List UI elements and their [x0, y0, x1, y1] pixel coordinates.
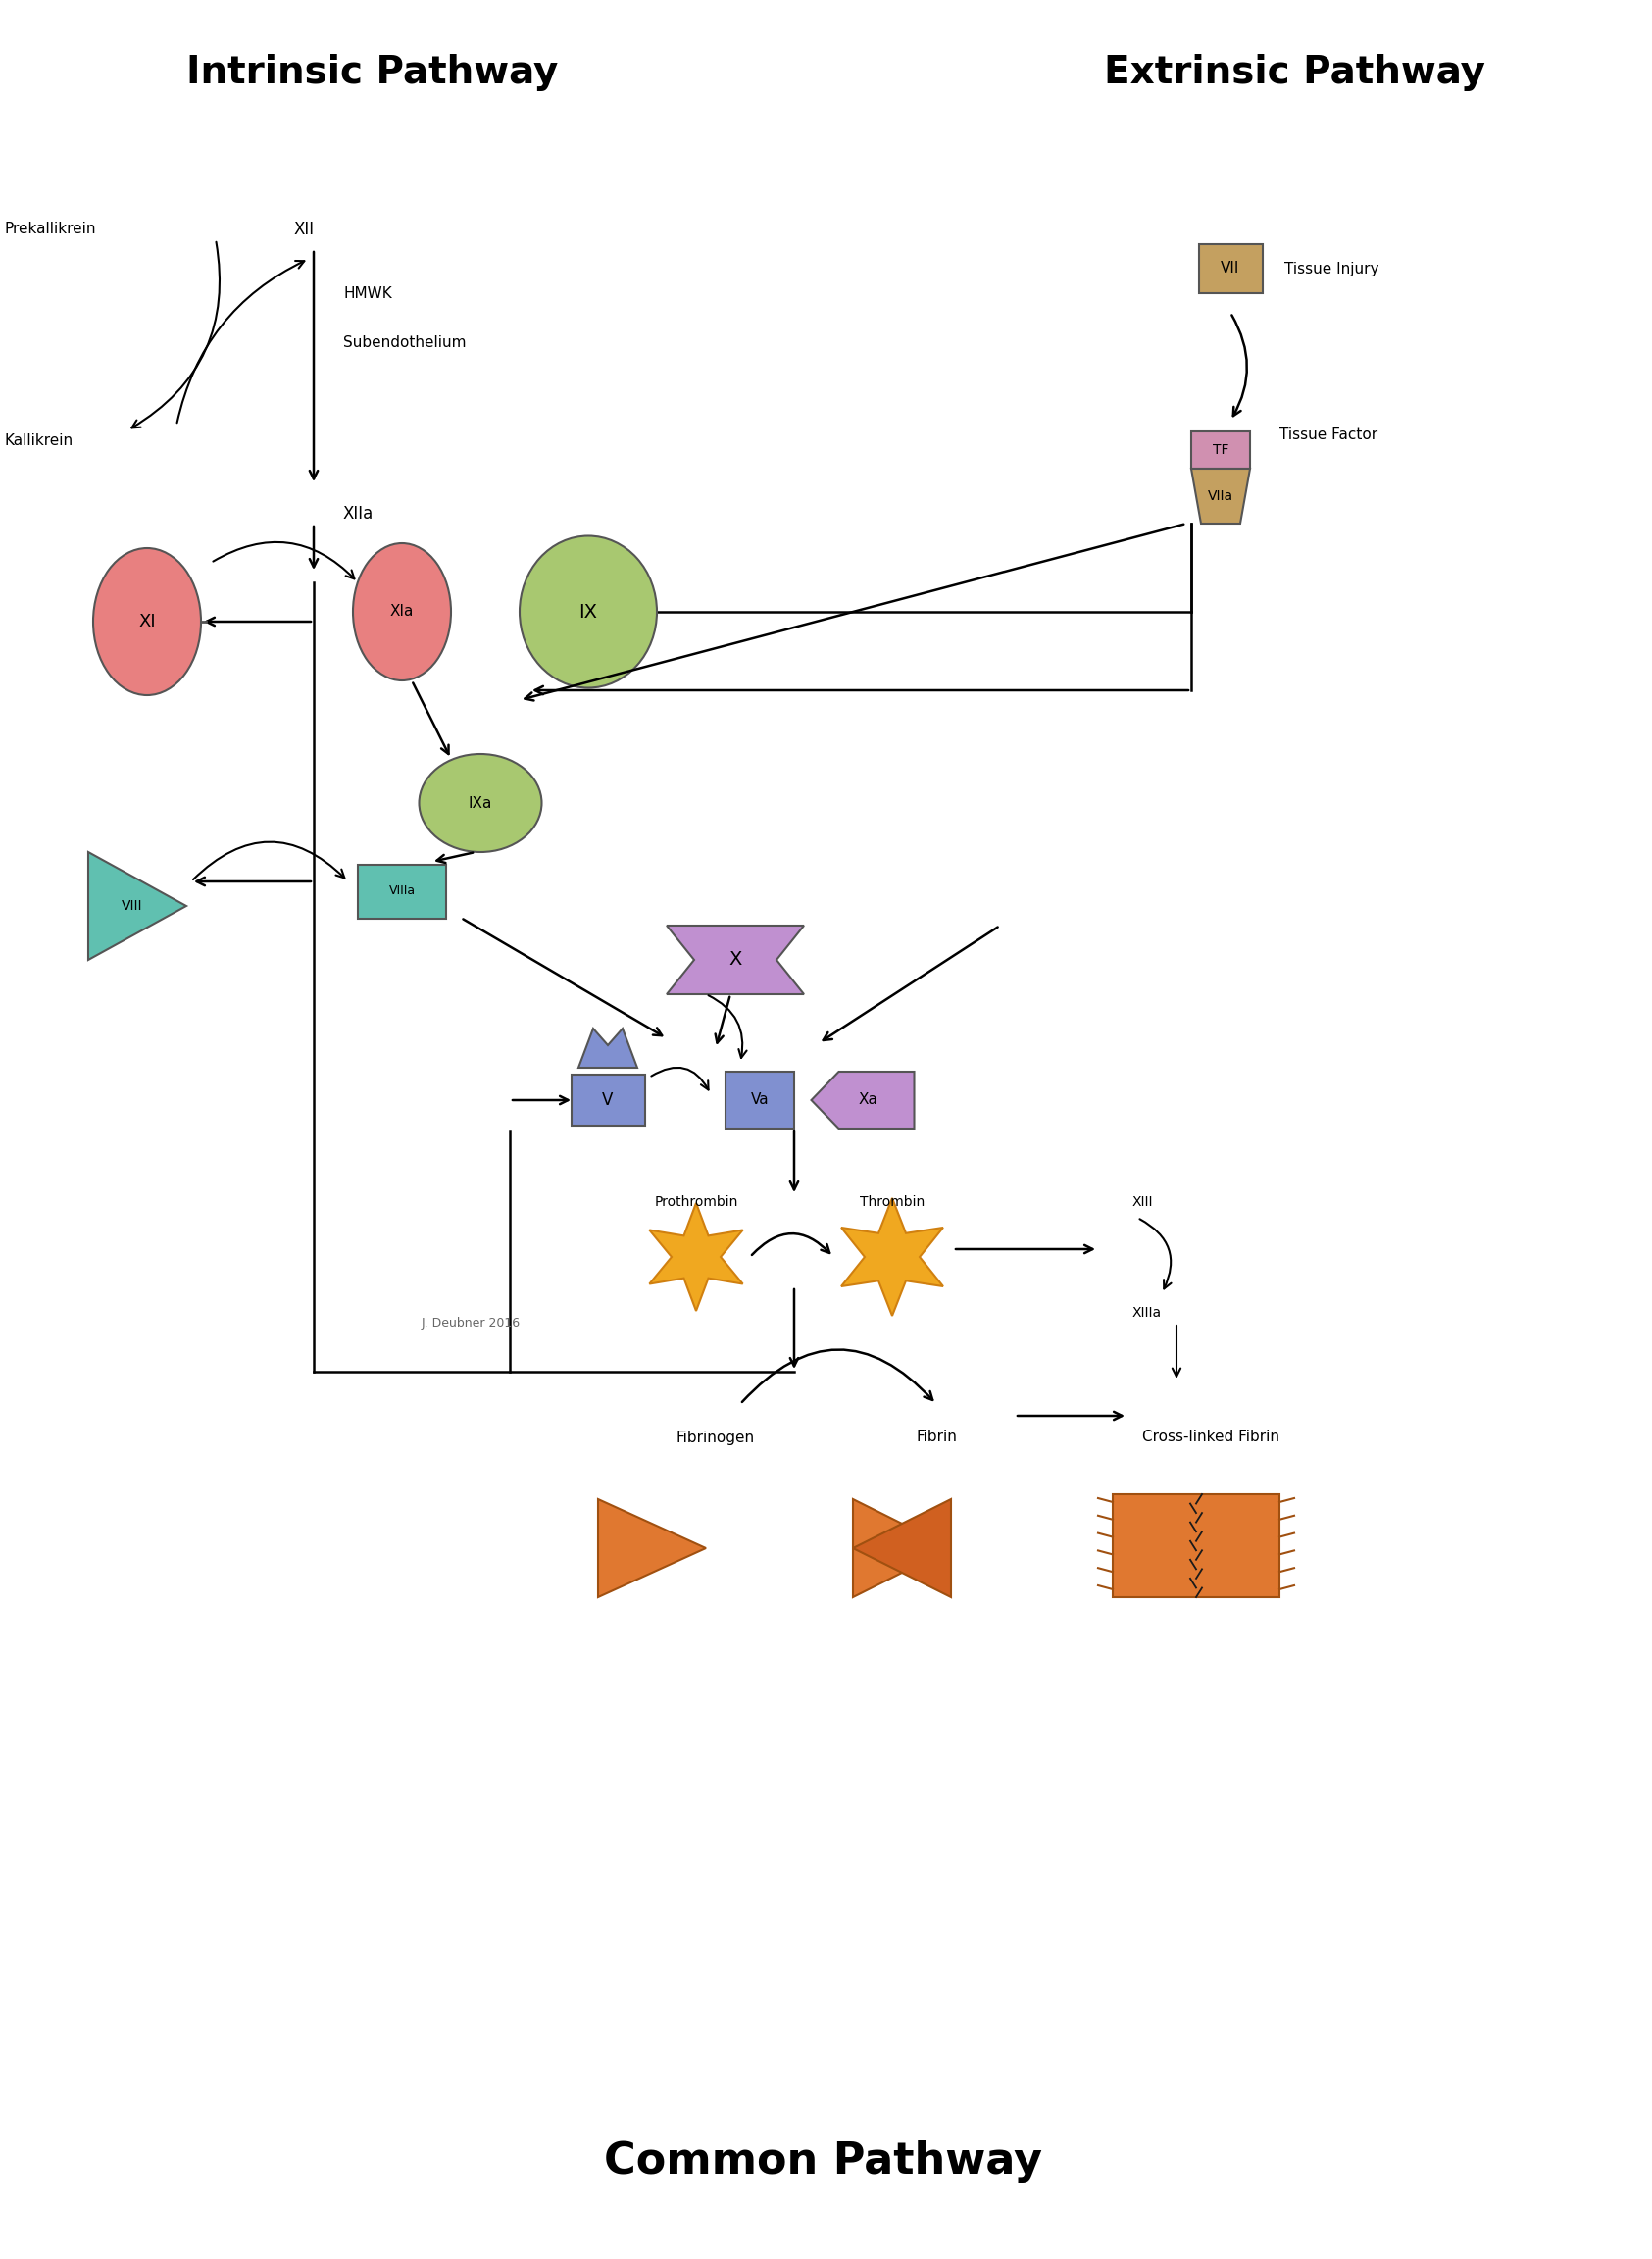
Ellipse shape — [520, 535, 657, 687]
Polygon shape — [1191, 468, 1251, 524]
Text: Common Pathway: Common Pathway — [605, 2139, 1042, 2182]
Polygon shape — [852, 1500, 952, 1597]
Text: Tissue Factor: Tissue Factor — [1279, 427, 1378, 443]
Polygon shape — [598, 1500, 705, 1597]
Text: J. Deubner 2016: J. Deubner 2016 — [421, 1317, 520, 1328]
Ellipse shape — [354, 542, 451, 680]
Text: Subendothelium: Subendothelium — [344, 334, 466, 350]
Polygon shape — [811, 1071, 914, 1130]
Text: Cross-linked Fibrin: Cross-linked Fibrin — [1142, 1430, 1279, 1446]
Text: VII: VII — [1221, 262, 1241, 276]
Text: HMWK: HMWK — [344, 287, 392, 300]
FancyBboxPatch shape — [1191, 431, 1251, 468]
Text: XIII: XIII — [1132, 1195, 1153, 1209]
Text: Fibrinogen: Fibrinogen — [676, 1430, 755, 1446]
Text: IX: IX — [578, 603, 598, 621]
Text: Intrinsic Pathway: Intrinsic Pathway — [187, 54, 558, 90]
Text: Fibrin: Fibrin — [915, 1430, 957, 1446]
Text: V: V — [603, 1091, 613, 1109]
Text: XI: XI — [139, 612, 155, 630]
Polygon shape — [852, 1500, 952, 1597]
Text: Prothrombin: Prothrombin — [654, 1195, 738, 1209]
FancyBboxPatch shape — [725, 1071, 795, 1130]
Text: Prekallikrein: Prekallikrein — [5, 221, 96, 237]
Text: X: X — [729, 951, 742, 969]
Text: XIIa: XIIa — [344, 506, 373, 522]
FancyBboxPatch shape — [358, 865, 446, 917]
Polygon shape — [841, 1197, 943, 1315]
Text: Thrombin: Thrombin — [859, 1195, 925, 1209]
Text: IXa: IXa — [469, 795, 492, 811]
Text: VIIa: VIIa — [1208, 490, 1234, 504]
Text: VIIIa: VIIIa — [388, 886, 415, 897]
Ellipse shape — [93, 549, 202, 696]
Polygon shape — [578, 1028, 638, 1069]
Ellipse shape — [420, 755, 542, 852]
Text: VIII: VIII — [122, 899, 142, 913]
Polygon shape — [88, 852, 187, 960]
Text: Kallikrein: Kallikrein — [5, 434, 74, 447]
Text: XIa: XIa — [390, 605, 415, 619]
Text: XII: XII — [294, 221, 316, 237]
Text: XIIIa: XIIIa — [1132, 1306, 1161, 1319]
Text: Tissue Injury: Tissue Injury — [1284, 262, 1379, 276]
Text: Va: Va — [750, 1093, 768, 1107]
Text: TF: TF — [1213, 443, 1229, 456]
Text: Xa: Xa — [857, 1093, 877, 1107]
Text: Extrinsic Pathway: Extrinsic Pathway — [1104, 54, 1485, 90]
Polygon shape — [649, 1204, 743, 1310]
FancyBboxPatch shape — [1113, 1493, 1279, 1597]
FancyBboxPatch shape — [1199, 244, 1262, 294]
FancyBboxPatch shape — [572, 1075, 644, 1125]
Polygon shape — [667, 926, 805, 994]
